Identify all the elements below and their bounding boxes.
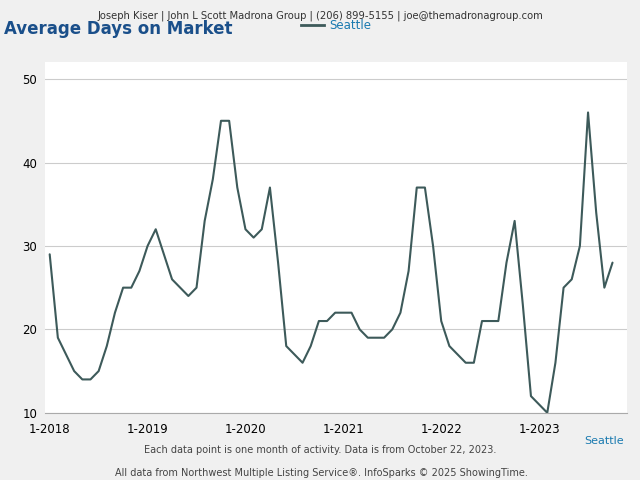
Text: Seattle: Seattle <box>584 436 624 446</box>
Text: All data from Northwest Multiple Listing Service®. InfoSparks © 2025 ShowingTime: All data from Northwest Multiple Listing… <box>115 468 528 478</box>
Text: Each data point is one month of activity. Data is from October 22, 2023.: Each data point is one month of activity… <box>144 445 496 456</box>
Text: Average Days on Market: Average Days on Market <box>4 20 232 38</box>
Legend: Seattle: Seattle <box>296 14 376 36</box>
Text: Joseph Kiser | John L Scott Madrona Group | (206) 899-5155 | joe@themadronagroup: Joseph Kiser | John L Scott Madrona Grou… <box>97 11 543 21</box>
